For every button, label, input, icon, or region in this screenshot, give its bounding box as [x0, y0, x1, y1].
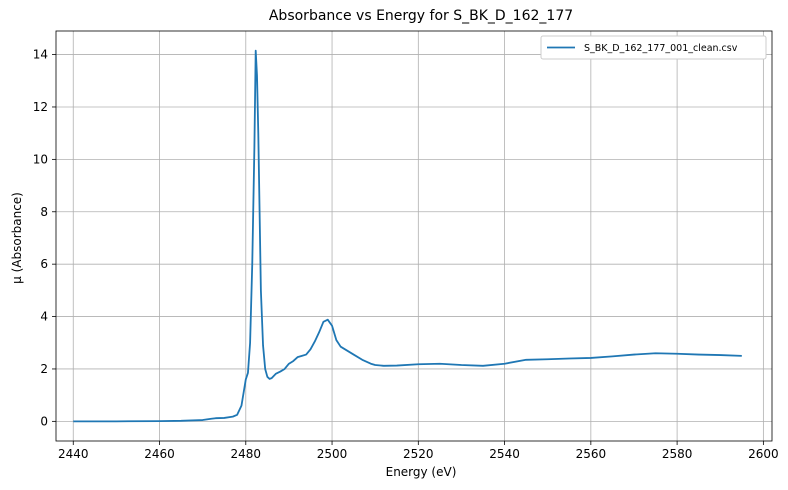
- x-tick-label: 2460: [144, 447, 175, 461]
- x-tick-label: 2600: [748, 447, 779, 461]
- x-tick-label: 2480: [231, 447, 262, 461]
- x-tick-label: 2440: [58, 447, 89, 461]
- y-tick-label: 6: [40, 257, 48, 271]
- y-tick-label: 8: [40, 205, 48, 219]
- x-tick-label: 2560: [576, 447, 607, 461]
- legend-box: [540, 35, 767, 60]
- legend-entry: S_BK_D_162_177_001_clean.csv: [584, 43, 738, 54]
- y-tick-label: 14: [33, 48, 48, 62]
- series-line: [73, 49, 742, 423]
- x-tick-label: 2540: [489, 447, 520, 461]
- y-tick-label: 10: [33, 152, 48, 166]
- x-axis-label: Energy (eV): [386, 465, 457, 479]
- y-axis-label: µ (Absorbance): [10, 192, 24, 284]
- y-tick-label: 12: [33, 100, 48, 114]
- y-tick-label: 0: [40, 414, 48, 428]
- chart-title: Absorbance vs Energy for S_BK_D_162_177: [269, 8, 573, 24]
- y-tick-label: 4: [40, 310, 48, 324]
- x-tick-label: 2520: [403, 447, 434, 461]
- x-tick-label: 2580: [662, 447, 693, 461]
- grid-lines: [56, 31, 772, 441]
- x-axis-ticks: 2440 2460 2480 2500 2520 2540 2560 2580 2600: [58, 441, 779, 461]
- y-axis-ticks: 0 2 4 6 8 10 12 14: [33, 48, 56, 428]
- axes-frame: [55, 30, 773, 442]
- plot-area: [55, 30, 773, 442]
- x-tick-label: 2500: [317, 447, 348, 461]
- y-tick-label: 2: [40, 362, 48, 376]
- legend: S_BK_D_162_177_001_clean.csv: [540, 35, 767, 60]
